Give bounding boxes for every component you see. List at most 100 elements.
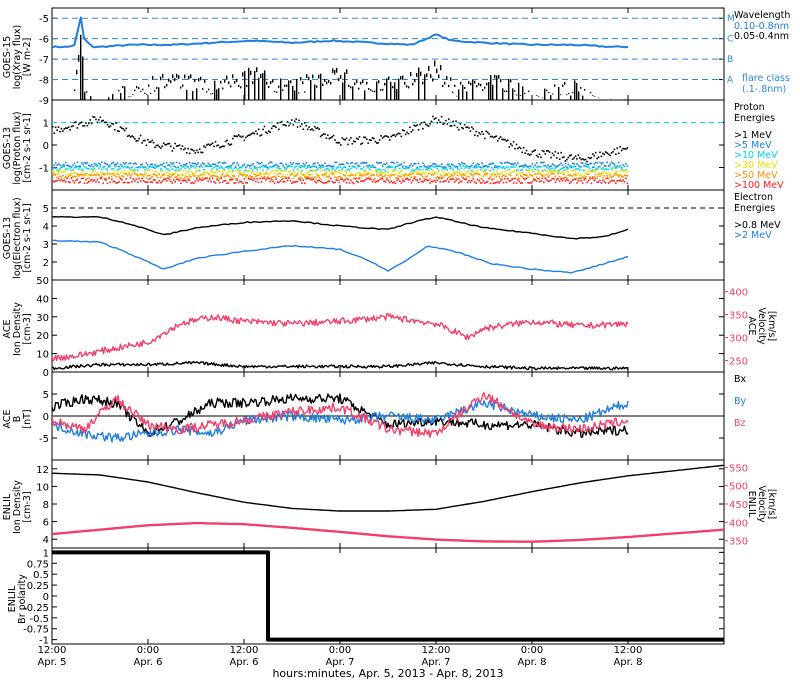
series-1-mev-point bbox=[448, 118, 450, 120]
series-30-mev-point bbox=[260, 174, 263, 176]
series-1-mev-point bbox=[183, 148, 185, 151]
series-100-mev-point bbox=[115, 182, 117, 184]
series-5-mev-point bbox=[301, 164, 303, 167]
series-5-mev-point bbox=[279, 162, 282, 165]
series-5-mev-point bbox=[604, 165, 607, 167]
series-30-mev-point bbox=[556, 170, 558, 173]
series-50-mev-point bbox=[62, 174, 64, 177]
series-1-mev-point bbox=[328, 137, 331, 140]
series-1-mev-point bbox=[596, 157, 598, 160]
series-5-mev-point bbox=[471, 164, 473, 167]
series-50-mev-point bbox=[543, 175, 545, 177]
series-10-mev-point bbox=[72, 168, 74, 171]
series-30-mev-point bbox=[171, 172, 174, 175]
series-0-05-0-4nm-point bbox=[470, 82, 472, 86]
series-1-mev-point bbox=[69, 129, 71, 131]
series-100-mev-point bbox=[289, 179, 292, 182]
series-10-mev-point bbox=[538, 166, 541, 168]
series-1-mev-point bbox=[393, 134, 395, 136]
series-30-mev-point bbox=[584, 172, 587, 174]
series-100-mev-point bbox=[462, 177, 464, 179]
series-10-mev-point bbox=[64, 168, 67, 170]
series-5-mev-point bbox=[574, 165, 577, 168]
series-30-mev-point bbox=[442, 170, 444, 173]
series-100-mev-point bbox=[188, 179, 191, 182]
series-1-mev-point bbox=[531, 151, 534, 153]
series-1-mev-point bbox=[593, 155, 596, 157]
series-1-mev-point bbox=[62, 130, 64, 132]
series-1-mev-point bbox=[440, 115, 443, 118]
series-10-mev-point bbox=[435, 165, 437, 168]
y-axis-label: B bbox=[12, 416, 23, 423]
series-1-mev-point bbox=[292, 123, 295, 126]
series-5-mev-point bbox=[149, 163, 152, 166]
series-5-mev-point bbox=[376, 161, 378, 164]
series-1-mev-point bbox=[450, 125, 453, 127]
series-5-mev-point bbox=[350, 162, 352, 165]
series-0-05-0-4nm-point bbox=[484, 86, 486, 89]
series-100-mev-point bbox=[370, 178, 372, 181]
series-1-mev-point bbox=[476, 135, 479, 137]
series-bz bbox=[52, 392, 629, 439]
series-0-05-0-4nm-point bbox=[260, 74, 262, 78]
series-5-mev-point bbox=[177, 166, 179, 168]
series-100-mev-point bbox=[600, 182, 603, 184]
series-0-05-0-4nm-point bbox=[408, 86, 410, 89]
series-100-mev-point bbox=[360, 180, 362, 183]
series-10-mev-point bbox=[135, 166, 138, 169]
series-50-mev-point bbox=[193, 175, 195, 177]
series-5-mev-point bbox=[537, 165, 539, 168]
series-50-mev-point bbox=[589, 176, 591, 178]
series-1-mev-point bbox=[172, 147, 175, 150]
series-0-05-0-4nm-point bbox=[324, 78, 326, 83]
series-10-mev-point bbox=[283, 169, 286, 172]
series-100-mev-point bbox=[263, 177, 266, 180]
legend-entry: >2 MeV bbox=[734, 230, 772, 241]
x-tick-time: 12:00 bbox=[422, 645, 451, 656]
series-100-mev-point bbox=[403, 180, 405, 182]
series-0-05-0-4nm-point bbox=[378, 80, 380, 84]
series-1-mev-point bbox=[152, 141, 155, 144]
series-10-mev-point bbox=[79, 166, 81, 169]
series-30-mev-point bbox=[368, 172, 371, 175]
series-10-mev-point bbox=[576, 168, 578, 170]
series-50-mev-point bbox=[201, 176, 204, 179]
series-100-mev-point bbox=[407, 178, 410, 181]
series-10-mev-point bbox=[486, 166, 489, 169]
series-100-mev-point bbox=[440, 177, 443, 180]
series-5-mev-point bbox=[152, 166, 155, 169]
series-30-mev-point bbox=[361, 173, 364, 175]
series-1-mev-point bbox=[100, 120, 103, 122]
series-50-mev-point bbox=[613, 174, 616, 177]
series-5-mev-point bbox=[170, 161, 172, 164]
series-50-mev-point bbox=[393, 173, 395, 176]
series-10-mev-point bbox=[325, 167, 328, 170]
plot-area bbox=[52, 464, 724, 543]
series-1-mev-point bbox=[263, 125, 266, 128]
series-50-mev-point bbox=[188, 175, 191, 178]
series-1-mev-point bbox=[597, 156, 600, 159]
series-10-mev-point bbox=[126, 166, 129, 169]
series-50-mev-point bbox=[528, 173, 531, 176]
series-10-mev-point bbox=[316, 168, 319, 171]
series-5-mev-point bbox=[175, 161, 178, 164]
series-10-mev-point bbox=[304, 166, 306, 168]
series-0-05-0-4nm-point bbox=[76, 69, 78, 75]
series-0-05-0-4nm-point bbox=[296, 78, 298, 100]
series-100-mev-point bbox=[329, 177, 332, 180]
series-10-mev-point bbox=[201, 166, 204, 168]
series-0-05-0-4nm-point bbox=[162, 73, 164, 78]
series-0-05-0-4nm-point bbox=[150, 92, 152, 94]
series-10-mev-point bbox=[200, 164, 202, 167]
series-0-05-0-4nm-point bbox=[168, 78, 170, 82]
series-0-05-0-4nm-point bbox=[250, 70, 252, 76]
series-10-mev-point bbox=[404, 167, 407, 170]
series-30-mev-point bbox=[592, 171, 594, 173]
series-10-mev-point bbox=[566, 168, 568, 171]
series-100-mev-point bbox=[85, 178, 87, 181]
series-50-mev-point bbox=[309, 177, 312, 180]
series-5-mev-point bbox=[573, 163, 575, 165]
series-50-mev-point bbox=[160, 176, 162, 179]
series-1-mev-point bbox=[567, 156, 570, 159]
series-30-mev-point bbox=[203, 171, 205, 173]
